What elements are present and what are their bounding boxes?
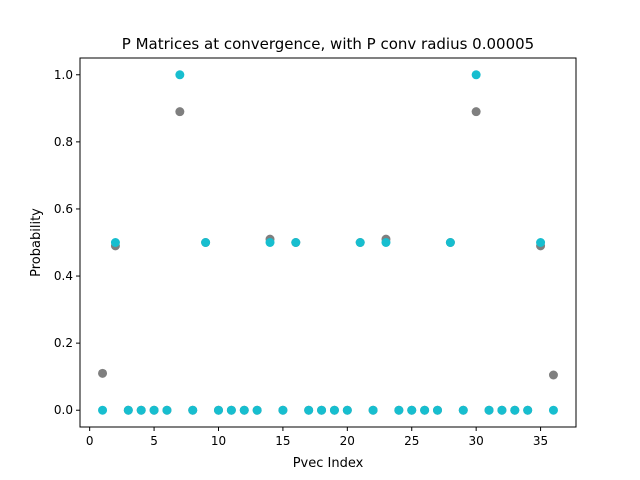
data-point — [304, 405, 314, 415]
y-tick-label: 0.4 — [54, 269, 73, 283]
data-point — [445, 238, 455, 247]
data-point — [394, 405, 404, 415]
x-tick-label: 5 — [150, 434, 158, 448]
series-2 — [98, 70, 558, 415]
y-tick-label: 0.2 — [54, 336, 73, 350]
data-point — [510, 405, 520, 415]
data-point — [471, 70, 481, 80]
data-point — [342, 405, 352, 415]
data-point — [548, 370, 558, 380]
axes-frame — [79, 57, 577, 428]
y-axis-label: Probability — [29, 208, 44, 277]
data-point — [162, 405, 172, 415]
data-point — [291, 238, 301, 247]
data-point — [329, 405, 339, 415]
data-point — [548, 405, 558, 415]
x-tick-label: 30 — [469, 434, 484, 448]
chart-title: P Matrices at convergence, with P conv r… — [122, 35, 534, 53]
data-point — [213, 405, 223, 415]
x-axis-label: Pvec Index — [293, 456, 364, 471]
data-point — [407, 405, 417, 415]
data-point — [239, 405, 249, 415]
data-point — [226, 405, 236, 415]
data-point — [471, 107, 481, 117]
x-tick-label: 0 — [86, 434, 94, 448]
x-tick-label: 25 — [404, 434, 419, 448]
data-point — [98, 405, 108, 415]
data-point — [381, 238, 391, 247]
data-point — [420, 405, 430, 415]
y-tick-label: 1.0 — [54, 68, 73, 82]
data-point — [175, 107, 185, 117]
x-tick-label: 20 — [340, 434, 355, 448]
data-point — [201, 238, 211, 247]
data-point — [497, 405, 507, 415]
data-point — [265, 238, 275, 247]
data-point — [458, 405, 468, 415]
y-tick-label: 0.8 — [54, 135, 73, 149]
data-point — [123, 405, 133, 415]
data-point — [110, 238, 120, 247]
data-point — [252, 405, 262, 415]
y-tick-label: 0.0 — [54, 403, 73, 417]
data-point — [484, 405, 494, 415]
x-tick-label: 15 — [275, 434, 290, 448]
data-point — [136, 405, 146, 415]
data-point — [175, 70, 185, 80]
data-point — [536, 238, 546, 247]
data-point — [523, 405, 533, 415]
data-point — [98, 368, 108, 378]
data-point — [368, 405, 378, 415]
data-point — [278, 405, 288, 415]
data-point — [149, 405, 159, 415]
x-tick-label: 35 — [533, 434, 548, 448]
data-point — [188, 405, 198, 415]
data-point — [317, 405, 327, 415]
axis-ticks: 0 5 10 15 20 25 30 35 0.0 0.2 0.4 0.6 0.8 1.0 — [54, 68, 548, 448]
x-tick-label: 10 — [211, 434, 226, 448]
y-tick-label: 0.6 — [54, 202, 73, 216]
data-point — [355, 238, 365, 247]
data-point — [433, 405, 443, 415]
plot-area — [98, 70, 558, 415]
